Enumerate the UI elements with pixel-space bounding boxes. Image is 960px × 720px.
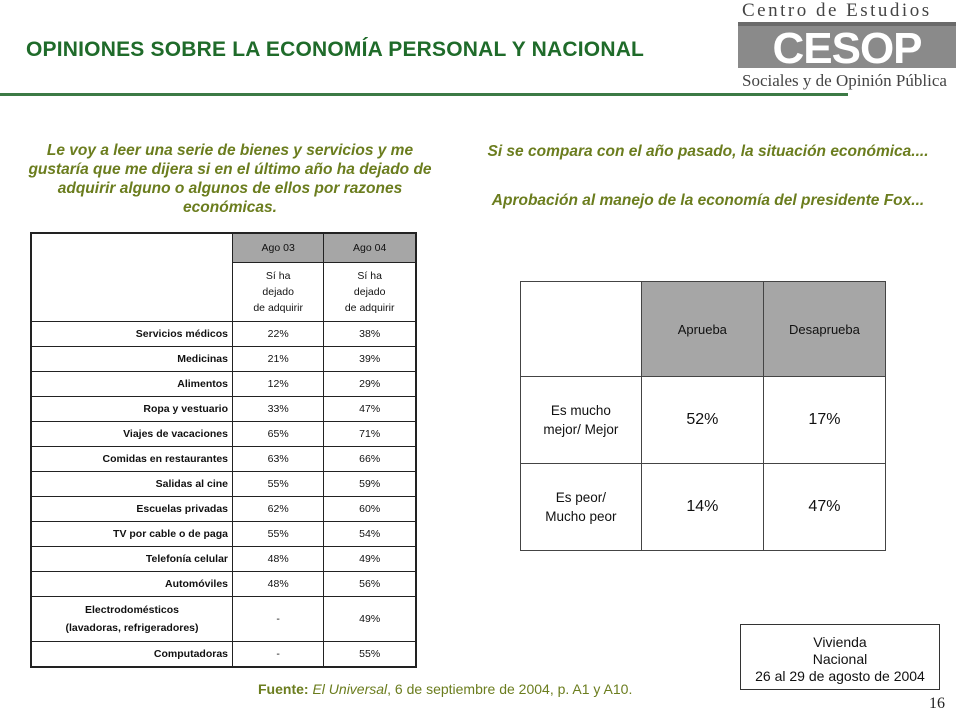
row-label-mejor: Es mucho mejor/ Mejor <box>520 376 642 464</box>
row-label-peor: Es peor/Mucho peor <box>520 463 642 551</box>
electro-label: Electrodomésticos (lavadoras, refrigerado… <box>30 596 233 642</box>
table-corner <box>520 281 642 377</box>
table-row: Comidas en restaurantes 63% 66% <box>30 446 417 472</box>
subheader-ago03: Sí ha dejado de adquirir <box>231 262 325 322</box>
page-number: 16 <box>929 695 945 712</box>
left-question: Le voy a leer una serie de bienes y serv… <box>28 142 432 216</box>
table-row: Telefonía celular 48% 49% <box>30 546 417 572</box>
logo-mark-text: CESOP <box>772 26 921 68</box>
table-row: Salidas al cine 55% 59% <box>30 471 417 497</box>
table-row: Ropa y vestuario 33% 47% <box>30 396 417 422</box>
subheader-ago04: Sí ha dejado de adquirir <box>323 262 417 322</box>
logo-top-text: Centro de Estudios <box>742 0 932 21</box>
col-header-desaprueba: Desaprueba <box>762 281 887 377</box>
table-row: Es peor/Mucho peor 14% 47% <box>520 463 887 551</box>
right-question-2: Aprobación al manejo de la economía del … <box>491 192 925 209</box>
purchases-table: Ago 03 Ago 04 Sí ha dejado de adquirir Sí … <box>30 232 417 668</box>
col-header-ago03: Ago 03 <box>231 232 325 263</box>
table-corner <box>30 232 233 322</box>
table-row: Alimentos 12% 29% <box>30 371 417 397</box>
page-title: OPINIONES SOBRE LA ECONOMÍA PERSONAL Y N… <box>26 38 645 61</box>
logo-mark: CESOP <box>738 26 956 68</box>
table-row: Computadoras -55% <box>30 641 417 668</box>
table-row: TV por cable o de paga 55% 54% <box>30 521 417 547</box>
table-row: Electrodomésticos (lavadoras, refrigerado… <box>30 596 417 642</box>
cesop-logo: Centro de Estudios CESOP Sociales y de O… <box>738 0 960 100</box>
logo-bar <box>738 22 956 27</box>
table-row: Escuelas privadas 62% 60% <box>30 496 417 522</box>
table-row: Automóviles 48% 56% <box>30 571 417 597</box>
source-note: Fuente: El Universal, 6 de septiembre de… <box>258 681 633 697</box>
survey-info-box: Vivienda Nacional 26 al 29 de agosto de … <box>740 624 940 690</box>
logo-bottom-text: Sociales y de Opinión Pública <box>742 71 947 90</box>
table-row: Es mucho mejor/ Mejor 52% 17% <box>520 376 887 464</box>
table-row: Medicinas 21% 39% <box>30 346 417 372</box>
table-row: Servicios médicos 22% 38% <box>30 321 417 347</box>
table-row: Viajes de vacaciones 65% 71% <box>30 421 417 447</box>
col-header-aprueba: Aprueba <box>640 281 764 377</box>
approval-table: Aprueba Desaprueba Es mucho mejor/ Mejor … <box>520 281 887 551</box>
right-question-1: Si se compara con el año pasado, la situ… <box>487 143 929 160</box>
title-rule <box>0 93 848 96</box>
col-header-ago04: Ago 04 <box>323 232 417 263</box>
